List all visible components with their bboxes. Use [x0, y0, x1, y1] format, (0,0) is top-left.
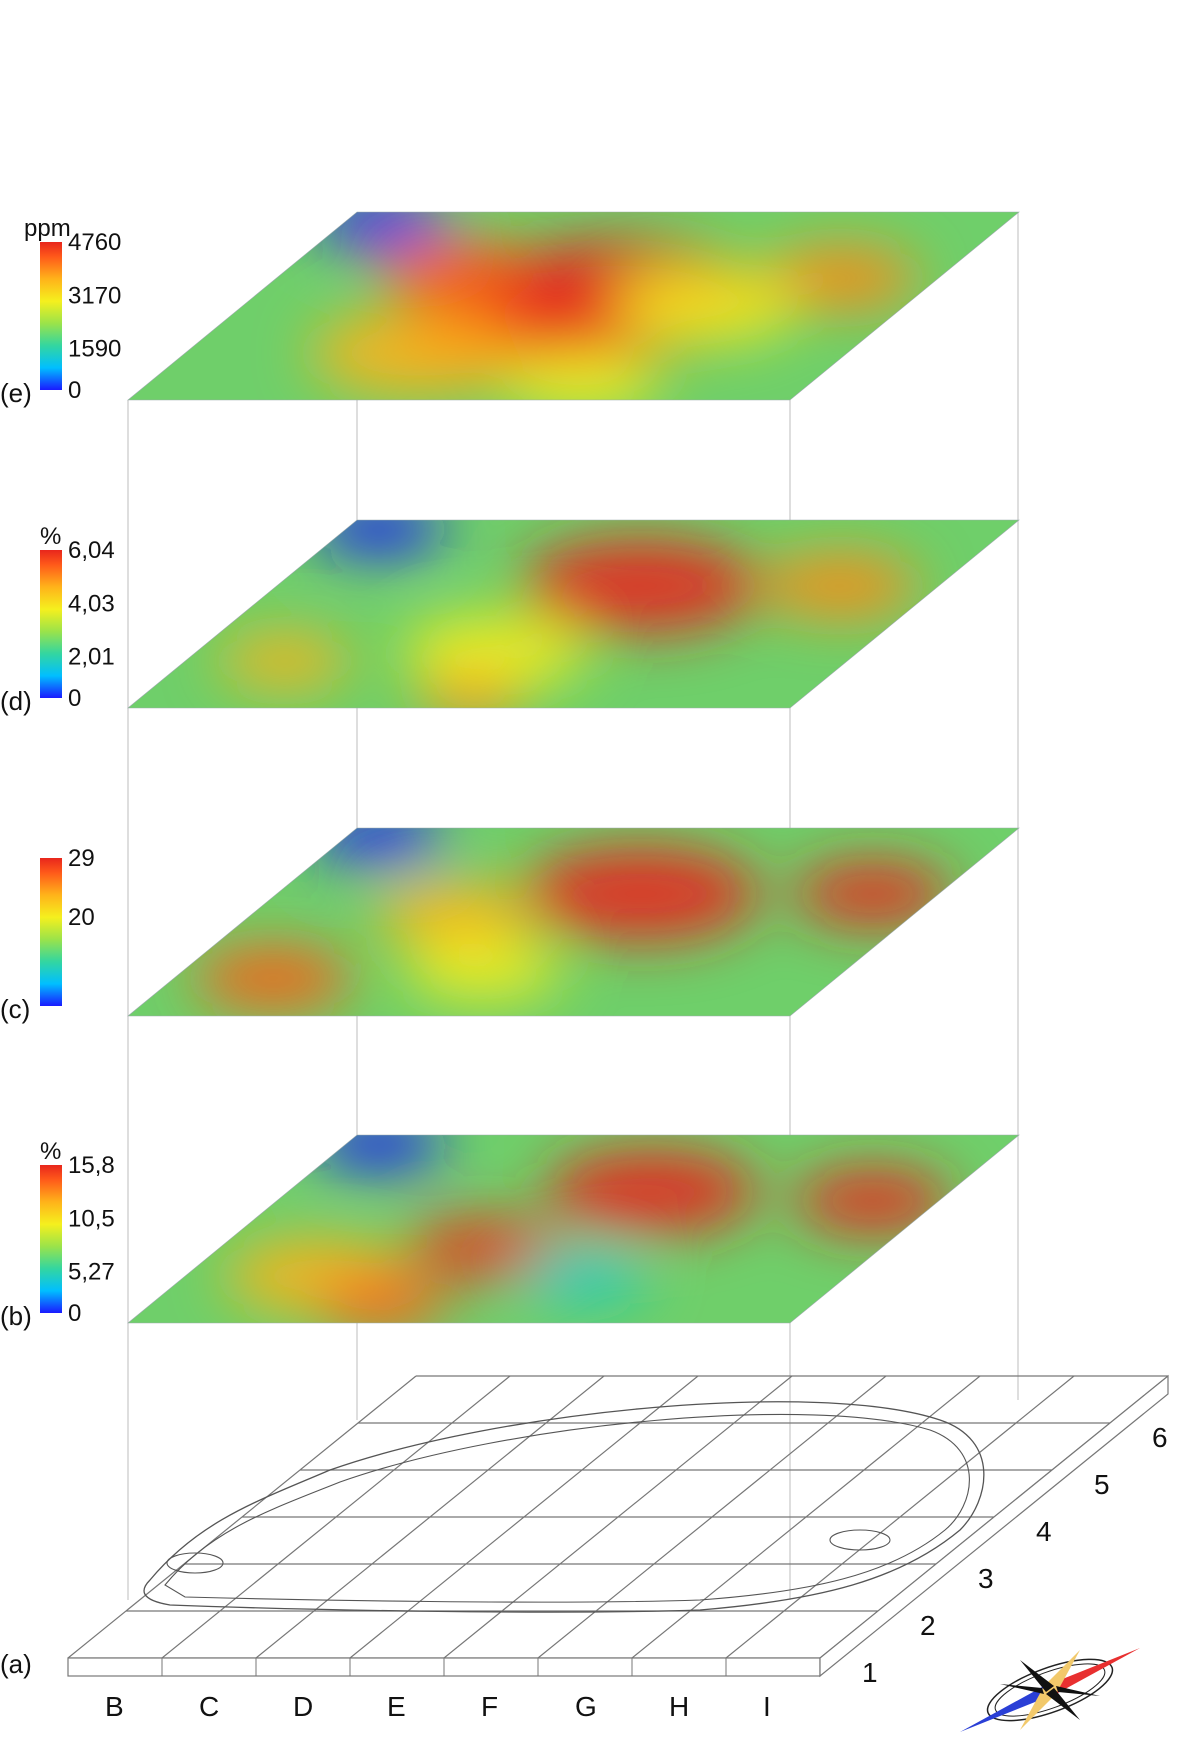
heatmap-layer-d	[127, 519, 1020, 709]
colorbar-tick-d-2: 2,01	[68, 644, 115, 671]
column-label: H	[669, 1691, 689, 1722]
colorbar-tick-b-0: 15,8	[68, 1152, 115, 1179]
colorbar-d	[40, 550, 62, 698]
colorbar-tick-e-0: 4760	[68, 229, 121, 256]
column-label: D	[293, 1691, 313, 1722]
colorbar-tick-e-2: 1590	[68, 336, 121, 363]
colorbar-tick-b-1: 10,5	[68, 1205, 115, 1232]
column-label: C	[199, 1691, 219, 1722]
colorbar-tick-d-0: 6,04	[68, 537, 115, 564]
row-label: 3	[978, 1563, 994, 1594]
panel-label-c: (c)	[0, 994, 30, 1024]
colorbar-tick-b-2: 5,27	[68, 1259, 115, 1286]
column-label: F	[481, 1691, 498, 1722]
panel-label-b: (b)	[0, 1301, 32, 1331]
colorbar-unit-d: %	[40, 523, 61, 550]
colorbar-b	[40, 1165, 62, 1313]
row-label: 6	[1152, 1422, 1168, 1453]
column-label: G	[575, 1691, 597, 1722]
panel-label-a: (a)	[0, 1649, 32, 1679]
column-label: E	[387, 1691, 406, 1722]
compass-rose-icon	[960, 1648, 1140, 1732]
heatmap-layer-c	[127, 827, 1020, 1017]
panel-label-e: (e)	[0, 378, 32, 408]
heatmap-layer-b	[127, 1134, 1020, 1324]
column-label: I	[763, 1691, 771, 1722]
colorbar-e	[40, 242, 62, 390]
column-label: B	[105, 1691, 124, 1722]
colorbar-tick-d-1: 4,03	[68, 590, 115, 617]
row-label: 4	[1036, 1516, 1052, 1547]
heatmap-layer-e	[127, 211, 1020, 401]
colorbar-tick-e-3: 0	[68, 377, 81, 404]
colorbar-tick-d-3: 0	[68, 685, 81, 712]
colorbar-tick-b-3: 0	[68, 1300, 81, 1327]
panel-label-d: (d)	[0, 686, 32, 716]
colorbar-tick-e-1: 3170	[68, 282, 121, 309]
colorbar-unit-b: %	[40, 1138, 61, 1165]
row-label: 5	[1094, 1469, 1110, 1500]
row-label: 1	[862, 1657, 878, 1688]
base-grid: B C D E F G H I 1 2 3 4 5 6	[67, 1374, 1169, 1722]
colorbar-tick-c-0: 29	[68, 845, 95, 872]
colorbar-unit-e: ppm	[24, 215, 71, 242]
row-label: 2	[920, 1610, 936, 1641]
colorbar-c	[40, 858, 62, 1006]
colorbar-tick-c-1: 20	[68, 904, 95, 931]
